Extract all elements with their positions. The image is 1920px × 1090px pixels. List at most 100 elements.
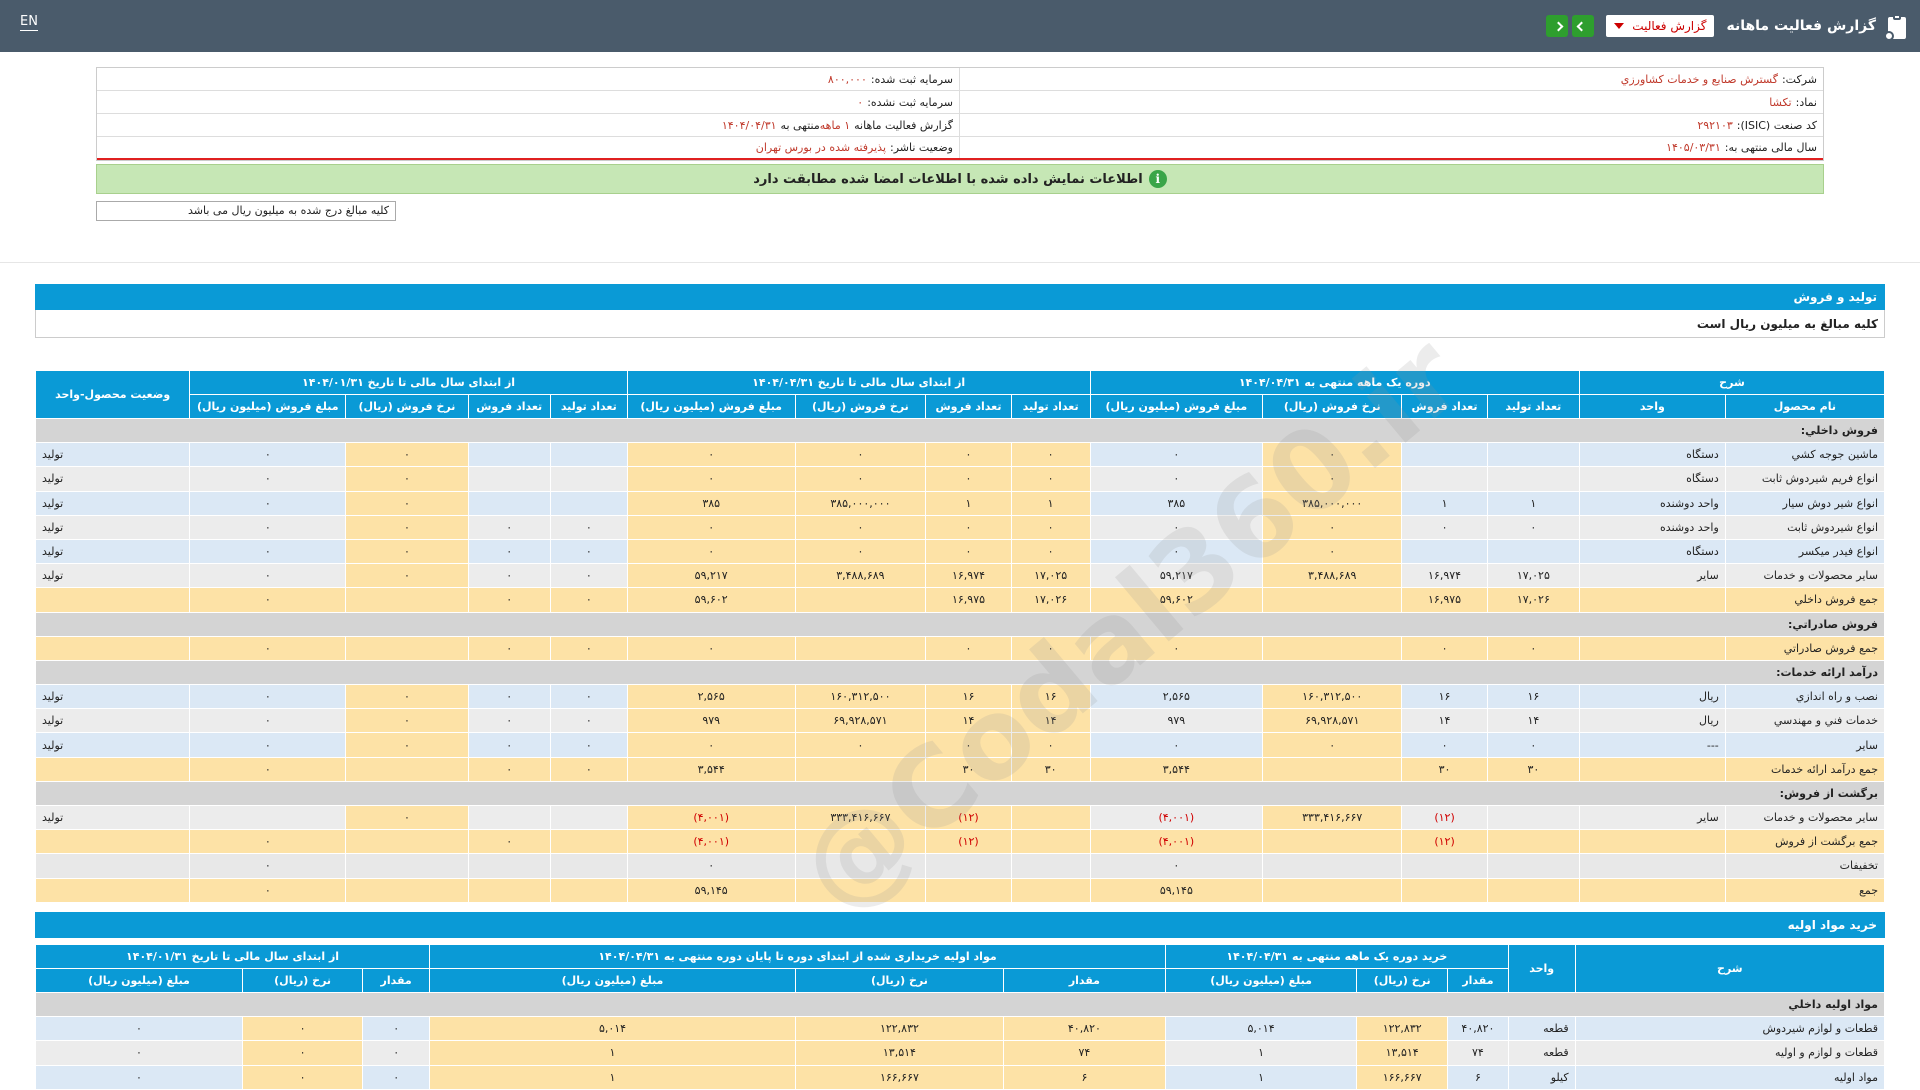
table-cell: ۰ xyxy=(345,684,469,710)
product-unit: ساير xyxy=(1578,804,1726,831)
table-cell: ۰ xyxy=(925,514,1012,540)
table-cell: ۰ xyxy=(189,635,347,661)
table-cell: ۱۷,۰۲۶ xyxy=(1010,587,1091,613)
table-cell xyxy=(467,442,551,468)
table-cell xyxy=(1010,829,1091,855)
product-unit: ساير xyxy=(1578,563,1726,589)
table-cell: ۶۹,۹۲۸,۵۷۱ xyxy=(794,708,927,734)
product-unit: دستگاه xyxy=(1578,538,1726,565)
product-unit xyxy=(1578,587,1726,613)
table-cell: ۰ xyxy=(345,732,469,758)
table-cell xyxy=(925,853,1012,879)
table-cell: ۳۳۳,۴۱۶,۶۶۷ xyxy=(1262,804,1403,831)
table-cell: ۰ xyxy=(362,1064,431,1090)
table-cell: تولید xyxy=(34,732,191,758)
product-name: تخفيفات xyxy=(1724,853,1886,879)
table-cell: ۱۳,۵۱۴ xyxy=(1356,1040,1449,1066)
table-cell: تولید xyxy=(34,442,191,468)
table-cell xyxy=(1486,804,1580,831)
table-row: جمع درآمد ارائه خدمات ۳۰ ۳۰ ۳,۵۴۴ ۳۰ ۳۰ ۳,۵۴۴ ۰… xyxy=(34,756,1886,782)
table-cell: تولید xyxy=(34,490,191,516)
table-cell: ۰ xyxy=(345,538,469,565)
mat-header-month: خرید دوره یک ماهه منتهی به ۱۴۰۴/۰۴/۳۱ xyxy=(1164,944,1509,969)
table-cell: ۰ xyxy=(345,466,469,492)
table-cell xyxy=(549,853,628,879)
table-cell: ۱۴ xyxy=(1010,708,1091,734)
table-cell: ۰ xyxy=(549,514,628,540)
report-period-value: ۱ ماهه xyxy=(819,118,851,132)
table-cell: ۰ xyxy=(549,538,628,565)
table-cell xyxy=(1262,756,1403,782)
table-cell: ۰ xyxy=(925,466,1012,492)
table-cell xyxy=(1486,853,1580,879)
table-row: ساير محصولات و خدمات ساير ۱۷,۰۲۵ ۱۶,۹۷۴ ۳,۴۸… xyxy=(34,563,1886,589)
product-name: جمع فروش داخلي xyxy=(1724,587,1886,613)
company-value: گسترش صنايع و خدمات کشاورزي xyxy=(1620,72,1778,86)
table-cell: ۰ xyxy=(345,563,469,589)
table-cell xyxy=(345,877,469,903)
report-type-select[interactable]: گزارش فعالیت xyxy=(1606,15,1715,37)
table-cell: ۰ xyxy=(189,684,347,710)
table-cell: (۱۲) xyxy=(925,804,1012,831)
table-row: انواع فريم شيردوش ثابت دستگاه ۰ ۰ ۰ ۰ ۰ ۰ ۰ ۰ تولی… xyxy=(34,466,1886,492)
mat-header-amount: مبلغ (میلیون ریال) xyxy=(429,968,796,993)
table-cell: ۰ xyxy=(189,538,347,565)
table-cell: ۱ xyxy=(1010,490,1091,516)
header-sales-rate: نرخ فروش (ریال) xyxy=(1262,394,1403,419)
table-cell: ۰ xyxy=(549,563,628,589)
table-cell: ۰ xyxy=(925,442,1012,468)
table-cell xyxy=(549,829,628,855)
product-unit: --- xyxy=(1578,732,1726,758)
table-cell xyxy=(794,829,927,855)
capital-registered-label: سرمایه ثبت شده: xyxy=(870,72,953,86)
product-unit xyxy=(1578,877,1726,903)
table-cell: ۰ xyxy=(925,732,1012,758)
table-cell: تولید xyxy=(34,708,191,734)
report-period-suffix: منتهی به xyxy=(780,118,820,132)
table-cell: ۵,۰۱۴ xyxy=(429,1016,796,1042)
table-row: ساير --- ۰ ۰ ۰ ۰ ۰ ۰ ۰ ۰ ۰ ۰ ۰ ۰ تولید xyxy=(34,732,1886,758)
next-button[interactable] xyxy=(1572,15,1595,37)
table-cell xyxy=(345,635,469,661)
table-row: تخفيفات ۰ ۰ ۰ xyxy=(34,853,1886,879)
product-name: ساير محصولات و خدمات xyxy=(1724,563,1886,589)
table-cell: ۰ xyxy=(345,708,469,734)
report-type-select-value: گزارش فعالیت xyxy=(1632,19,1707,33)
table-cell: ۳,۴۸۸,۶۸۹ xyxy=(1262,563,1403,589)
table-cell: ۰ xyxy=(467,708,551,734)
table-cell: ۰ xyxy=(626,732,796,758)
language-switch-link[interactable]: EN xyxy=(20,14,38,31)
table-cell: ۰ xyxy=(1089,442,1264,468)
table-cell: ۰ xyxy=(242,1016,364,1042)
table-cell xyxy=(1401,442,1488,468)
header-product-name: نام محصول xyxy=(1724,394,1886,419)
table-cell xyxy=(467,853,551,879)
table-cell xyxy=(1262,635,1403,661)
table-cell: ۱ xyxy=(1401,490,1488,516)
table-cell xyxy=(345,587,469,613)
previous-button[interactable] xyxy=(1546,15,1569,37)
table-cell: (۴,۰۰۱) xyxy=(1089,829,1264,855)
section-label: برگشت از فروش: xyxy=(35,780,1885,807)
table-cell: ۳۰ xyxy=(1486,756,1580,782)
product-name: جمع برگشت از فروش xyxy=(1724,829,1886,855)
fiscal-year-label: سال مالی منتهی به: xyxy=(1724,141,1817,154)
raw-materials-table: شرح واحد خرید دوره یک ماهه منتهی به ۱۴۰۴… xyxy=(34,944,1886,1090)
table-cell: تولید xyxy=(34,684,191,710)
table-cell xyxy=(1401,538,1488,565)
table-cell: ۱۷,۰۲۵ xyxy=(1010,563,1091,589)
table-cell: ۵۹,۲۱۷ xyxy=(1089,563,1264,589)
table-cell: ۰ xyxy=(1010,732,1091,758)
table-cell xyxy=(1401,466,1488,492)
table-cell: ۱۳,۵۱۴ xyxy=(794,1040,1004,1066)
section-label: فروش داخلي: xyxy=(35,417,1885,444)
table-cell: ۱۷,۰۲۵ xyxy=(1486,563,1580,589)
table-cell: ۰ xyxy=(467,538,551,565)
table-cell: ۰ xyxy=(1089,538,1264,565)
table-cell: ۰ xyxy=(1010,635,1091,661)
table-cell: ۰ xyxy=(467,563,551,589)
table-cell: ۳۸۵ xyxy=(1089,490,1264,516)
table-cell: ۰ xyxy=(1262,466,1403,492)
table-cell: ۰ xyxy=(1486,732,1580,758)
table-cell: ۹۷۹ xyxy=(1089,708,1264,734)
